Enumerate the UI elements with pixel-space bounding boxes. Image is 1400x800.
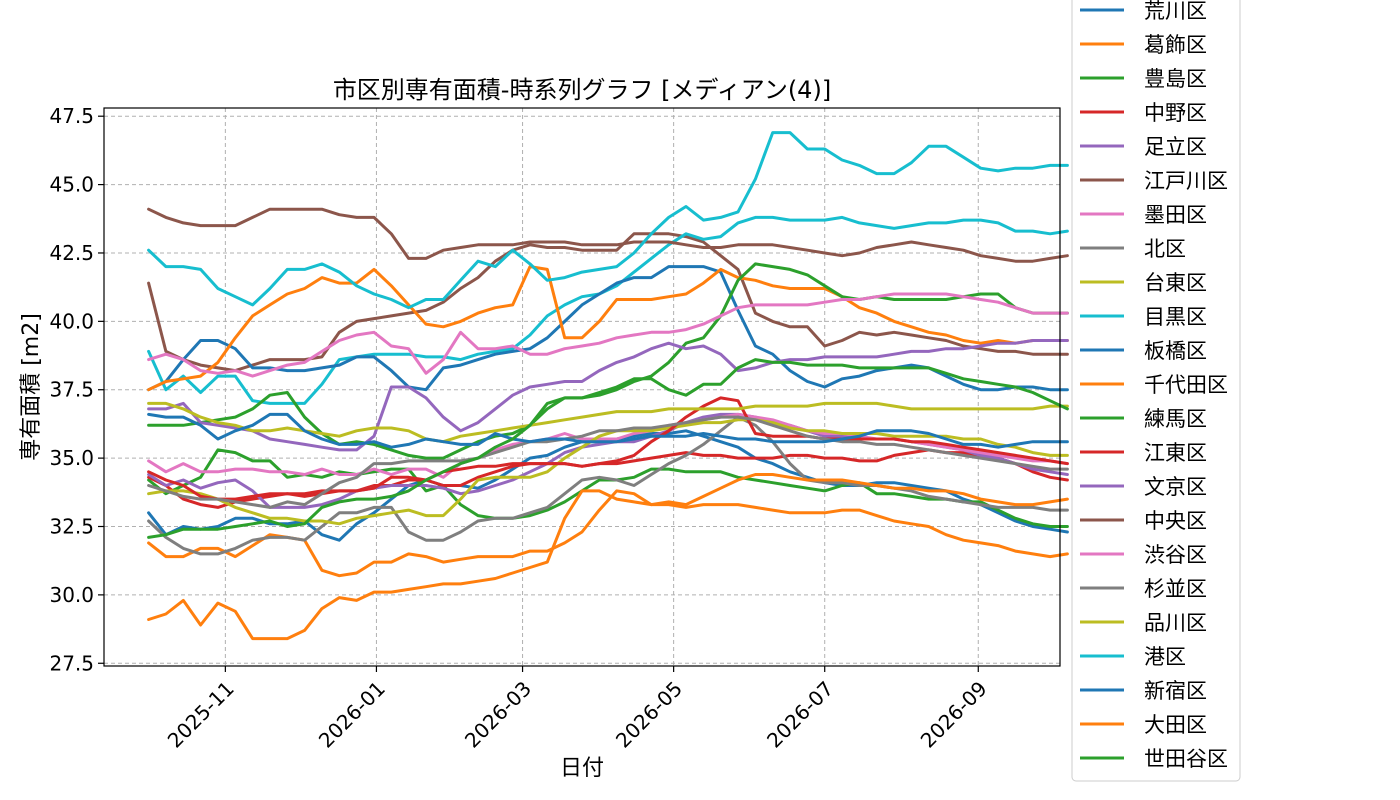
series-line-9 (147, 418, 1069, 526)
legend-label: 中野区 (1144, 101, 1207, 125)
series-line-17 (147, 292, 1069, 378)
series-line-6 (147, 232, 1069, 373)
y-tick-label: 32.5 (49, 515, 94, 539)
legend-label: 大田区 (1144, 713, 1207, 737)
legend-label: 世田谷区 (1144, 747, 1228, 771)
plot-frame (103, 107, 1061, 667)
x-tick-label: 2026-01 (314, 676, 390, 752)
legend-label: 千代田区 (1144, 373, 1228, 397)
y-tick-label: 27.5 (49, 651, 94, 675)
plot-area (103, 107, 1069, 667)
series-line-12 (147, 265, 1069, 392)
legend-label: 江東区 (1144, 441, 1207, 465)
y-tick-label: 45.0 (49, 173, 94, 197)
legend-label: 江戸川区 (1144, 169, 1228, 193)
series-line-20 (147, 131, 1069, 310)
x-tick-label: 2026-03 (460, 676, 536, 752)
grid-lines (104, 108, 1060, 666)
y-axis-label: 専有面積 [m2] (19, 313, 44, 461)
y-tick-label: 37.5 (49, 378, 94, 402)
legend-label: 台東区 (1144, 271, 1207, 295)
x-tick-label: 2026-07 (762, 676, 838, 752)
series-line-22 (147, 473, 1069, 641)
series-line-16 (147, 207, 1069, 263)
series-line-14 (147, 396, 1069, 501)
y-axis: 27.5 30.0 32.5 35.0 37.5 40.0 42.5 45.0 47.5 (49, 104, 104, 675)
legend-label: 北区 (1144, 237, 1186, 261)
legend-label: 板橋区 (1144, 339, 1207, 363)
x-axis-label: 日付 (560, 756, 604, 781)
legend-label: 練馬区 (1144, 407, 1207, 431)
series-line-13 (147, 262, 1069, 460)
series-line-15 (147, 339, 1069, 452)
series-line-18 (147, 415, 1069, 509)
legend-label: 墨田区 (1144, 203, 1207, 227)
x-axis: 2025-11 2026-01 2026-03 2026-05 2026-07 2026-… (163, 666, 992, 753)
series-line-21 (147, 412, 1069, 449)
x-tick-label: 2026-05 (611, 676, 687, 752)
legend-box (1071, 0, 1241, 782)
legend-label: 港区 (1144, 645, 1186, 669)
legend: 荒川区葛飾区豊島区中野区足立区江戸川区墨田区北区台東区目黒区板橋区千代田区練馬区… (1071, 0, 1241, 782)
legend-label: 目黒区 (1144, 305, 1207, 329)
series-line-19 (147, 401, 1069, 444)
legend-label: 葛飾区 (1144, 33, 1207, 57)
legend-label: 荒川区 (1144, 0, 1207, 23)
legend-label: 足立区 (1144, 135, 1207, 159)
y-tick-label: 30.0 (49, 583, 94, 607)
series-line-1 (147, 429, 1069, 542)
legend-label: 中央区 (1144, 509, 1207, 533)
series-line-11 (147, 265, 1069, 392)
series-line-23 (147, 358, 1069, 539)
y-tick-label: 42.5 (49, 241, 94, 265)
legend-label: 渋谷区 (1144, 543, 1207, 567)
y-tick-label: 47.5 (49, 104, 94, 128)
x-tick-label: 2025-11 (163, 676, 239, 752)
legend-label: 文京区 (1144, 475, 1207, 499)
series-line-8 (147, 415, 1069, 556)
series-line-7 (147, 412, 1069, 479)
legend-label: 新宿区 (1144, 679, 1207, 703)
chart-title: 市区別専有面積-時系列グラフ [メディアン(4)] (333, 76, 831, 104)
series-lines (147, 131, 1069, 641)
x-tick-label: 2026-09 (916, 676, 992, 752)
legend-label: 杉並区 (1144, 577, 1207, 601)
legend-label: 豊島区 (1144, 67, 1207, 91)
y-tick-label: 40.0 (49, 309, 94, 333)
y-tick-label: 35.0 (49, 446, 94, 470)
legend-label: 品川区 (1144, 611, 1207, 635)
